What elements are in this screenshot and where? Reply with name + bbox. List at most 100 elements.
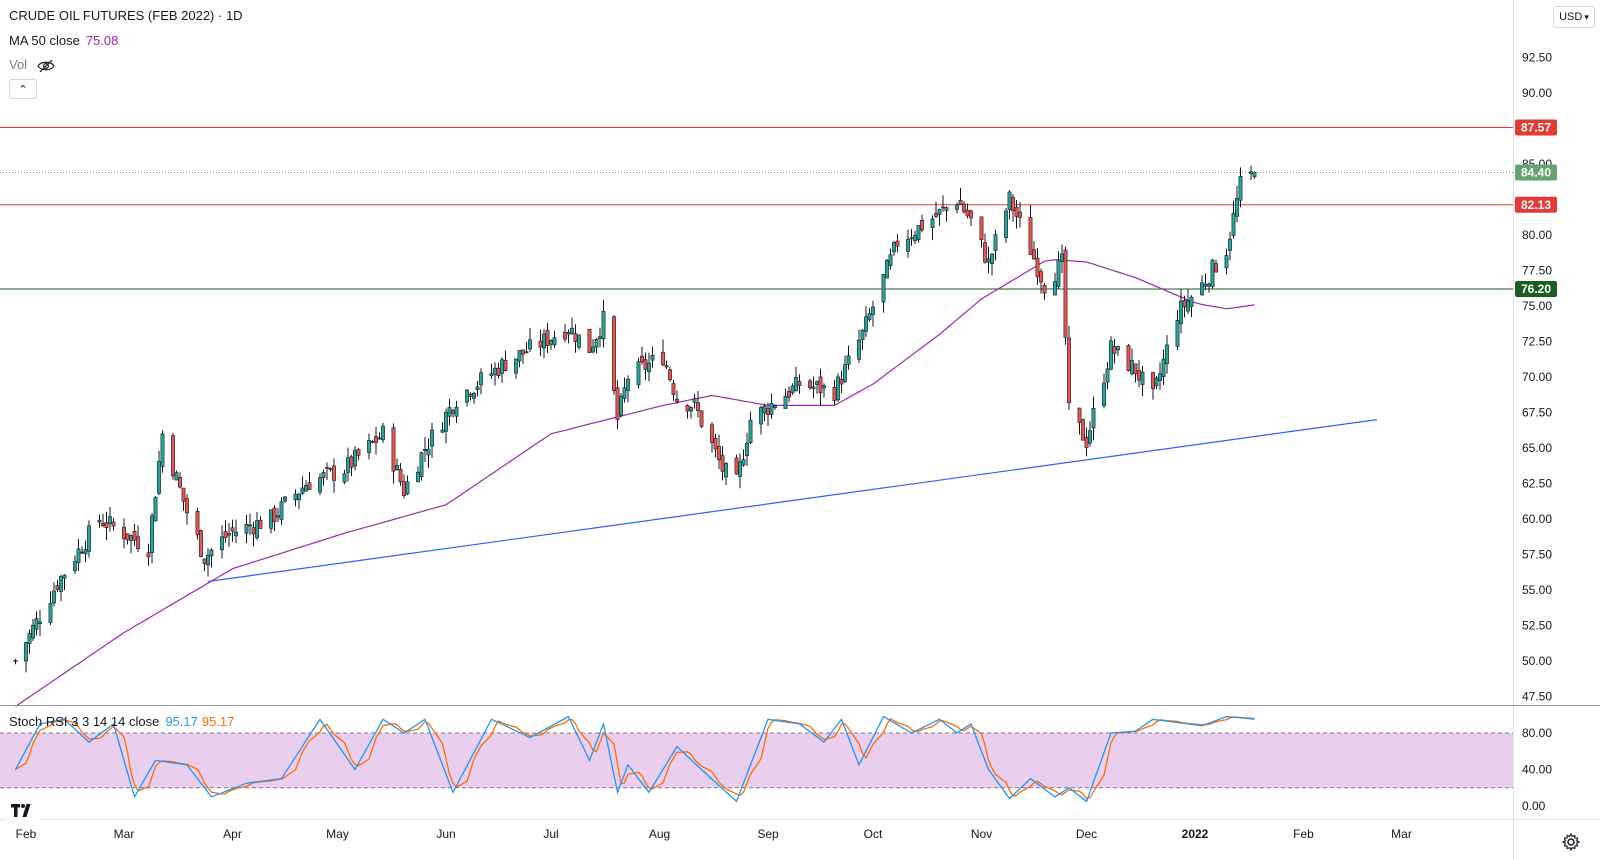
candle bbox=[1011, 194, 1015, 222]
x-tick-label: Apr bbox=[223, 827, 242, 841]
candle bbox=[587, 328, 592, 353]
collapse-legend-button[interactable]: ⌃ bbox=[9, 79, 37, 99]
candle bbox=[892, 241, 896, 256]
candle bbox=[178, 472, 182, 489]
candle bbox=[1084, 427, 1089, 457]
candle bbox=[451, 408, 455, 418]
candle bbox=[773, 404, 777, 410]
tv-logo-icon bbox=[11, 804, 31, 817]
y-tick-label: 57.50 bbox=[1522, 548, 1552, 562]
candle bbox=[1140, 365, 1145, 397]
candle bbox=[52, 582, 56, 607]
candle bbox=[794, 366, 798, 392]
candle bbox=[342, 469, 347, 485]
volume-legend[interactable]: Vol bbox=[9, 57, 55, 73]
candle bbox=[790, 383, 795, 395]
chevron-down-icon: ▾ bbox=[1584, 11, 1589, 22]
candle bbox=[692, 393, 697, 409]
candle bbox=[1137, 360, 1141, 388]
stoch-y-tick-label: 80.00 bbox=[1522, 726, 1552, 740]
candle bbox=[328, 467, 333, 472]
candle bbox=[1228, 231, 1232, 261]
candle bbox=[647, 352, 651, 382]
horizontal-levels[interactable]: 87.57 82.13 76.20 bbox=[0, 119, 1557, 297]
candle bbox=[150, 512, 154, 564]
gear-icon[interactable] bbox=[1561, 832, 1581, 852]
candle bbox=[349, 455, 354, 477]
candle bbox=[1231, 200, 1236, 239]
candle bbox=[710, 422, 714, 453]
candle bbox=[958, 188, 963, 205]
candle bbox=[1091, 396, 1096, 441]
candle bbox=[895, 234, 900, 253]
candle bbox=[762, 403, 767, 421]
candle bbox=[1235, 185, 1239, 223]
currency-selector[interactable]: USD ▾ bbox=[1553, 6, 1595, 28]
candle bbox=[566, 329, 571, 344]
ma-legend[interactable]: MA 50 close 75.08 bbox=[9, 33, 118, 48]
candle bbox=[174, 470, 179, 481]
candle bbox=[374, 426, 378, 455]
candle bbox=[864, 306, 868, 337]
candle bbox=[251, 521, 256, 547]
candle bbox=[1207, 282, 1211, 293]
level-price-label: 87.57 bbox=[1521, 121, 1551, 135]
y-tick-label: 60.00 bbox=[1522, 512, 1552, 526]
chart-title[interactable]: CRUDE OIL FUTURES (FEB 2022) · 1D bbox=[9, 8, 243, 23]
candle bbox=[542, 328, 546, 359]
candle bbox=[979, 216, 984, 248]
y-tick-label: 90.00 bbox=[1522, 86, 1552, 100]
candle bbox=[955, 202, 959, 214]
chevron-up-icon: ⌃ bbox=[18, 83, 28, 96]
candle bbox=[1165, 335, 1169, 374]
candle bbox=[783, 388, 788, 409]
candle bbox=[1210, 258, 1215, 289]
x-tick-label: Jul bbox=[543, 827, 558, 841]
candle bbox=[668, 366, 672, 382]
hidden-eye-icon[interactable] bbox=[37, 59, 55, 73]
candle bbox=[916, 225, 921, 243]
candle bbox=[38, 609, 42, 637]
candle bbox=[934, 201, 938, 219]
candle bbox=[244, 514, 249, 544]
stoch-y-tick-label: 0.00 bbox=[1522, 799, 1546, 813]
candle bbox=[909, 229, 914, 246]
candle bbox=[129, 534, 133, 554]
stoch-band bbox=[0, 733, 1513, 788]
candle bbox=[272, 505, 277, 532]
stoch-label: Stoch RSI 3 3 14 14 close bbox=[9, 714, 160, 729]
tradingview-logo[interactable] bbox=[6, 798, 40, 822]
candle bbox=[745, 432, 749, 466]
candle bbox=[55, 579, 60, 593]
axis-layer[interactable]: 92.5090.0085.0080.0077.5075.0072.5070.00… bbox=[16, 51, 1557, 842]
candle bbox=[1004, 208, 1008, 244]
candle bbox=[1224, 248, 1229, 275]
x-tick-label: Mar bbox=[1391, 827, 1412, 841]
ascending-trendline[interactable] bbox=[207, 419, 1378, 583]
candle bbox=[986, 246, 991, 274]
candle bbox=[759, 405, 763, 435]
stoch-legend[interactable]: Stoch RSI 3 3 14 14 close 95.17 95.17 bbox=[9, 714, 234, 729]
y-tick-label: 77.50 bbox=[1522, 264, 1552, 278]
candle bbox=[636, 357, 641, 389]
candle bbox=[1189, 295, 1194, 318]
y-tick-label: 52.50 bbox=[1522, 619, 1552, 633]
candle bbox=[27, 629, 32, 654]
candle bbox=[293, 489, 298, 507]
currency-label: USD bbox=[1559, 11, 1583, 23]
ma-value: 75.08 bbox=[85, 33, 119, 48]
candle bbox=[619, 393, 623, 418]
candle bbox=[1186, 289, 1190, 315]
candle bbox=[146, 543, 151, 566]
x-tick-label: Sep bbox=[757, 827, 779, 841]
stoch-d-line bbox=[15, 716, 1255, 800]
candle bbox=[248, 513, 252, 536]
candle bbox=[283, 495, 287, 504]
y-tick-label: 92.50 bbox=[1522, 51, 1552, 65]
candle bbox=[724, 462, 728, 486]
x-tick-label: Feb bbox=[16, 827, 37, 841]
candle bbox=[307, 471, 312, 490]
level-price-tag bbox=[1515, 119, 1557, 136]
candle bbox=[1032, 241, 1036, 260]
